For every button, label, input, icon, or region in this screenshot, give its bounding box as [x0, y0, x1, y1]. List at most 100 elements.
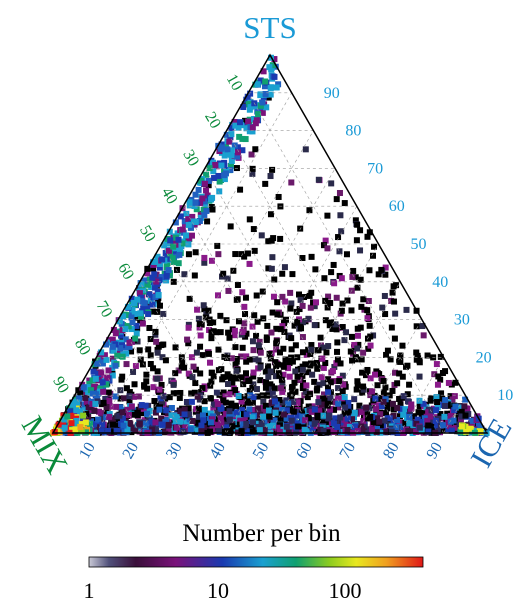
- density-cell: [441, 413, 448, 420]
- density-cell: [343, 329, 350, 336]
- density-cell: [87, 387, 94, 394]
- density-cell: [408, 401, 415, 408]
- density-cell: [189, 417, 196, 424]
- density-cell: [224, 275, 231, 282]
- density-cell: [303, 428, 310, 435]
- density-cell: [150, 265, 157, 272]
- density-cell: [294, 373, 301, 380]
- density-cell: [419, 323, 426, 330]
- density-cell: [294, 408, 301, 415]
- density-cell: [233, 420, 240, 427]
- density-cell: [155, 291, 162, 298]
- density-cell: [224, 381, 231, 388]
- density-cell: [356, 402, 363, 409]
- density-cell: [201, 259, 208, 266]
- density-cell: [463, 428, 470, 435]
- density-cell: [239, 289, 246, 296]
- density-cell: [120, 313, 127, 320]
- density-cell: [154, 253, 161, 260]
- density-cell: [172, 414, 179, 421]
- density-cell: [85, 390, 92, 397]
- density-cell: [205, 307, 212, 314]
- density-cell: [255, 342, 262, 349]
- density-cell: [416, 373, 423, 380]
- density-cell: [197, 370, 204, 377]
- grid-line: [96, 357, 141, 434]
- density-cell: [359, 369, 366, 376]
- density-cell: [198, 389, 205, 396]
- density-cell: [290, 408, 297, 415]
- density-cell: [305, 369, 312, 376]
- density-cell: [364, 366, 371, 373]
- density-cell: [261, 407, 268, 414]
- density-cell: [245, 378, 252, 385]
- density-cell: [245, 118, 252, 125]
- density-cell: [163, 407, 170, 414]
- density-cell: [214, 404, 221, 411]
- density-cell: [142, 402, 149, 409]
- density-cell: [226, 334, 233, 341]
- density-cell: [394, 420, 401, 427]
- mix-tick-label: 40: [158, 185, 181, 207]
- density-cell: [210, 168, 217, 175]
- density-cell: [324, 245, 331, 252]
- density-cell: [263, 334, 270, 341]
- density-cell: [272, 373, 279, 380]
- density-cell: [168, 412, 175, 419]
- density-cell: [283, 407, 290, 414]
- density-cell: [112, 393, 119, 400]
- density-cell: [250, 381, 257, 388]
- density-cell: [89, 390, 96, 397]
- density-cell: [447, 423, 454, 430]
- density-cell: [249, 398, 256, 405]
- density-cell: [373, 368, 380, 375]
- density-cell: [251, 312, 258, 319]
- density-cell: [242, 294, 249, 301]
- density-cell: [336, 189, 343, 196]
- density-cell: [207, 395, 214, 402]
- density-cell: [154, 375, 161, 382]
- density-cell: [273, 84, 280, 91]
- density-cell: [96, 408, 103, 415]
- density-cell: [172, 370, 179, 377]
- density-cell: [165, 421, 172, 428]
- density-cell: [144, 281, 151, 288]
- density-cell: [166, 394, 173, 401]
- density-cell: [119, 353, 126, 360]
- density-cell: [77, 424, 84, 431]
- density-cell: [293, 429, 300, 436]
- density-cell: [419, 409, 426, 416]
- density-cell: [249, 414, 256, 421]
- density-cell: [235, 415, 242, 422]
- density-cell: [282, 298, 289, 305]
- density-cell: [220, 389, 227, 396]
- density-cell: [208, 378, 215, 385]
- colorbar-tick-1: 1: [83, 578, 95, 603]
- density-cell: [397, 407, 404, 414]
- density-cell: [427, 397, 434, 404]
- density-cell: [234, 153, 241, 160]
- density-cell: [177, 213, 184, 220]
- density-cell: [232, 387, 239, 394]
- density-cell: [302, 146, 309, 153]
- density-cell: [277, 235, 284, 242]
- density-cell: [292, 368, 299, 375]
- density-cell: [308, 408, 315, 415]
- density-cell: [131, 381, 138, 388]
- density-cell: [267, 91, 274, 98]
- mix-tick-label: 60: [114, 260, 137, 282]
- density-cell: [247, 104, 254, 111]
- density-cell: [344, 408, 351, 415]
- density-cell: [149, 426, 156, 433]
- density-cell: [210, 328, 217, 335]
- density-cell: [276, 349, 283, 356]
- density-cell: [345, 404, 352, 411]
- density-cell: [357, 247, 364, 254]
- density-cell: [280, 345, 287, 352]
- density-cell: [311, 420, 318, 427]
- density-cell: [382, 384, 389, 391]
- density-cell: [67, 408, 74, 415]
- density-cell: [290, 398, 297, 405]
- density-cell: [176, 394, 183, 401]
- density-cell: [341, 200, 348, 207]
